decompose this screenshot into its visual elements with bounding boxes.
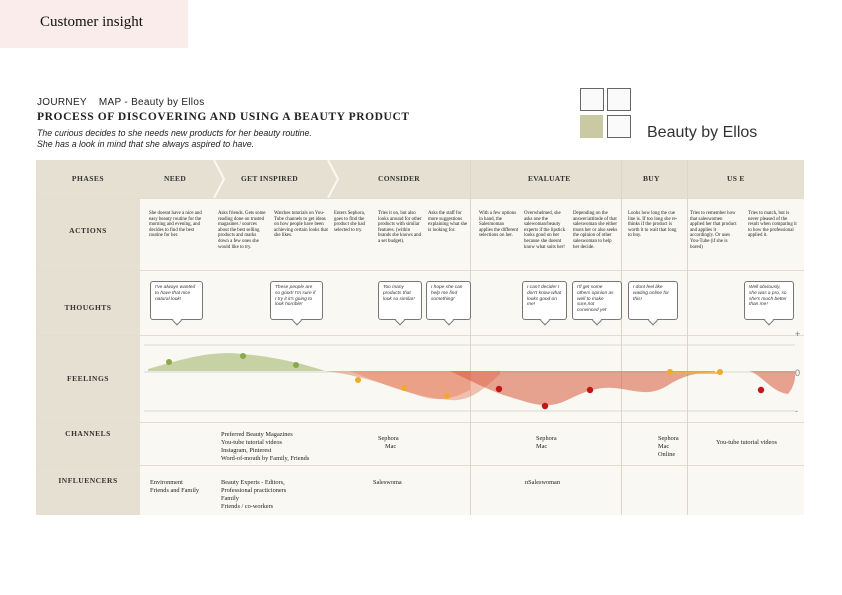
action-text: Tries it on, but also looks around for o…: [378, 211, 422, 244]
section-tab: Customer insight: [0, 0, 188, 48]
row-label-channels: CHANNELS: [65, 429, 111, 438]
action-text: Asks the staff for more suggestions expl…: [428, 211, 468, 233]
journey-title-left: JOURNEY: [37, 97, 87, 108]
action-text: She doesnt have a nice and easy beauty r…: [149, 211, 202, 239]
thought-bubble: I hope she can help me find something!: [426, 281, 471, 320]
journey-title: JOURNEY MAP - Beauty by Ellos: [37, 97, 205, 108]
journey-description: The curious decides to she needs new pro…: [37, 128, 312, 150]
action-text: With a few options in hand, the Salesmom…: [479, 211, 519, 239]
action-text: Overwhelmed, she asks one the salewoman/…: [524, 211, 566, 250]
row-label-phases: PHASES: [71, 174, 105, 183]
phase-evaluate: EVALUATE: [528, 174, 571, 183]
journey-subtitle: PROCESS OF DISCOVERING AND USING A BEAUT…: [37, 111, 410, 123]
thought-bubble: I dont feel like waiting online for this…: [628, 281, 678, 320]
scale-minus: -: [795, 406, 798, 416]
phase-need: NEED: [164, 174, 187, 183]
brand-logo: [580, 88, 632, 140]
influencers-inspired: Beauty Experts - Editors, Professional p…: [221, 479, 287, 510]
action-text: Looks how long the cue line is. If too l…: [628, 211, 678, 239]
action-text: Depending on the answer/attitude of that…: [573, 211, 618, 250]
thought-bubble: Too many products that look so similar!: [378, 281, 422, 320]
journey-map-grid: [36, 160, 804, 515]
row-label-thoughts: THOUGHTS: [64, 303, 112, 312]
thought-bubble: I've always wanted to have that nice nat…: [150, 281, 203, 320]
action-text: Enters Sephora, goes to find the product…: [334, 211, 365, 233]
row-label-influencers: INFLUENCERS: [58, 476, 118, 485]
channels-buy: Sephora Mac Online: [658, 435, 679, 458]
journey-title-right: MAP - Beauty by Ellos: [98, 97, 205, 108]
row-label-column: [36, 160, 140, 515]
journey-desc-line-1: The curious decides to she needs new pro…: [37, 128, 312, 138]
phase-buy: BUY: [643, 174, 660, 183]
feelings-curve: + 0 -: [144, 329, 800, 416]
phase-use: US E: [727, 174, 745, 183]
row-label-feelings: FEELINGS: [67, 374, 109, 383]
thought-bubble: I'll get some others opinion as well to …: [572, 281, 622, 320]
influencers-need: Environment Friends and Family: [150, 479, 199, 494]
action-text: Watches tutorials on You-Tube channels t…: [274, 211, 328, 239]
phase-bar: [140, 160, 804, 198]
thought-bubble: I can't decide! I don't know what looks …: [522, 281, 567, 320]
channels-evaluate: Sephora Mac: [536, 435, 557, 450]
brand-name: Beauty by Ellos: [647, 124, 758, 141]
channels-inspired: Preferred Beauty Magazines You-tube tuto…: [221, 431, 310, 462]
thought-bubble: These people are so good! I'm sure if I …: [270, 281, 323, 320]
action-text: Tries to match, but is never pleased of …: [748, 211, 797, 239]
phase-chevrons: [213, 160, 340, 198]
action-text: Asks friends. Gets some reading done on …: [218, 211, 266, 250]
section-tab-label: Customer insight: [40, 14, 143, 30]
row-label-actions: ACTIONS: [69, 226, 107, 235]
influencers-evaluate: nSaleswoman: [525, 479, 560, 486]
journey-desc-line-2: She has a look in mind that she always a…: [37, 139, 255, 149]
phase-consider: CONSIDER: [378, 174, 420, 183]
thought-bubble: Well obviously, she was a pro, so she's …: [744, 281, 794, 320]
feeling-points: [166, 353, 765, 410]
scale-zero: 0: [795, 368, 800, 378]
phase-get-inspired: GET INSPIRED: [241, 174, 299, 183]
channels-consider: Sephora Mac: [378, 435, 399, 450]
scale-plus: +: [795, 329, 800, 339]
action-text: Tries to remember how that saleswomen ap…: [690, 211, 737, 250]
channels-use: You-tube tutorial videos: [716, 439, 777, 446]
influencers-consider: Saleswoma: [373, 479, 402, 486]
